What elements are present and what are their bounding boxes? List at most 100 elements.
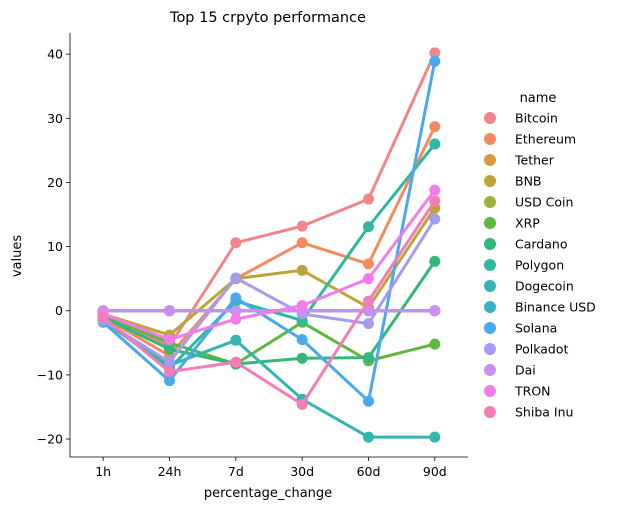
series-shiba-inu xyxy=(97,195,441,410)
x-tick-label: 60d xyxy=(357,464,381,479)
legend-marker xyxy=(484,301,496,313)
data-point xyxy=(363,431,374,443)
y-tick-label: −10 xyxy=(37,367,63,382)
data-point xyxy=(230,313,242,325)
legend-marker xyxy=(484,133,496,145)
legend-marker xyxy=(484,343,496,355)
legend-label: TRON xyxy=(514,384,551,399)
legend-item: Dai xyxy=(484,363,536,378)
data-point xyxy=(429,431,441,443)
legend-marker xyxy=(484,259,496,271)
data-point xyxy=(296,352,308,364)
series-line xyxy=(101,314,437,366)
legend-marker xyxy=(484,238,496,250)
data-point xyxy=(230,334,242,346)
data-point xyxy=(429,305,441,317)
data-point xyxy=(363,193,374,205)
legend-label: USD Coin xyxy=(515,195,573,210)
legend: name Bitcoin Ethereum Tether BNB USD Coin XRP… xyxy=(484,91,596,420)
data-point xyxy=(164,366,175,378)
series-line xyxy=(101,59,437,403)
legend-label: XRP xyxy=(515,216,540,231)
legend-item: Solana xyxy=(484,321,557,336)
data-point xyxy=(363,318,374,330)
data-point xyxy=(230,237,242,249)
legend-item: USD Coin xyxy=(484,195,573,210)
series-line xyxy=(101,125,437,358)
x-tick-label: 7d xyxy=(228,464,244,479)
legend-label: Dogecoin xyxy=(515,279,574,294)
legend-item: Polygon xyxy=(484,258,564,273)
legend-marker xyxy=(484,217,496,229)
legend-marker xyxy=(484,196,496,208)
legend-item: Ethereum xyxy=(484,132,576,147)
legend-label: Cardano xyxy=(515,237,567,252)
data-point xyxy=(230,272,242,284)
data-point xyxy=(164,305,175,317)
data-point xyxy=(363,295,374,307)
legend-label: Tether xyxy=(514,153,555,168)
legend-marker xyxy=(484,385,496,397)
data-point xyxy=(363,221,374,233)
plot-area: −20 −10 0 10 20 30 40 1h 24h 7d 30d 60d 90d xyxy=(37,33,468,479)
chart-title: Top 15 crpyto performance xyxy=(169,10,366,26)
data-point xyxy=(230,305,242,317)
x-tick-label: 30d xyxy=(290,464,314,479)
data-point xyxy=(429,213,441,225)
y-tick-label: 20 xyxy=(47,175,63,190)
y-tick-label: 40 xyxy=(47,47,63,62)
data-point xyxy=(363,395,374,407)
series-line xyxy=(101,188,437,342)
y-axis-label: values xyxy=(10,235,25,278)
data-point xyxy=(164,375,175,387)
data-point xyxy=(363,273,374,285)
legend-label: BNB xyxy=(515,174,542,189)
data-point xyxy=(296,237,308,249)
data-point xyxy=(230,356,242,368)
x-tick-label: 1h xyxy=(95,464,111,479)
legend-label: Polkadot xyxy=(515,342,568,357)
data-point xyxy=(97,311,109,323)
legend-item: BNB xyxy=(484,174,542,189)
series-line xyxy=(101,199,437,406)
legend-label: Ethereum xyxy=(515,132,576,147)
legend-marker xyxy=(484,364,496,376)
data-point xyxy=(230,292,242,304)
legend-marker xyxy=(484,154,496,166)
legend-label: Shiba Inu xyxy=(515,405,573,420)
y-tick-label: 10 xyxy=(47,239,63,254)
legend-marker xyxy=(484,322,496,334)
data-point xyxy=(296,300,308,312)
data-point xyxy=(363,258,374,270)
data-point xyxy=(429,255,441,267)
y-tick-label: 0 xyxy=(55,303,63,318)
data-point xyxy=(164,334,175,346)
x-axis-label: percentage_change xyxy=(204,486,332,501)
series-layer xyxy=(97,47,441,443)
data-point xyxy=(429,55,441,67)
data-point xyxy=(296,334,308,346)
legend-marker xyxy=(484,280,496,292)
data-point xyxy=(164,356,175,368)
data-point xyxy=(429,195,441,207)
data-point xyxy=(429,47,441,59)
legend-marker xyxy=(484,406,496,418)
legend-label: Binance USD xyxy=(515,300,596,315)
legend-item: Cardano xyxy=(484,237,567,252)
legend-label: Dai xyxy=(515,363,536,378)
x-tick-label: 90d xyxy=(423,464,447,479)
legend-item: Bitcoin xyxy=(484,111,558,126)
series-line xyxy=(101,217,437,364)
legend-item: Dogecoin xyxy=(484,279,574,294)
data-point xyxy=(296,220,308,232)
series-dai xyxy=(97,305,441,317)
legend-item: Tether xyxy=(484,153,555,168)
legend-item: XRP xyxy=(484,216,540,231)
data-point xyxy=(296,264,308,276)
data-point xyxy=(429,121,441,133)
legend-item: Shiba Inu xyxy=(484,405,573,420)
legend-label: Polygon xyxy=(515,258,564,273)
data-point xyxy=(429,184,441,196)
series-line xyxy=(101,317,437,439)
